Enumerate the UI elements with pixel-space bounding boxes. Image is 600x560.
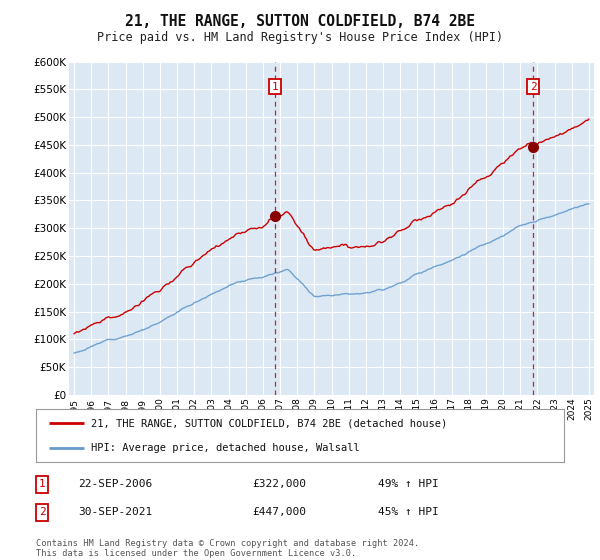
- Text: 45% ↑ HPI: 45% ↑ HPI: [378, 507, 439, 517]
- Text: 21, THE RANGE, SUTTON COLDFIELD, B74 2BE (detached house): 21, THE RANGE, SUTTON COLDFIELD, B74 2BE…: [91, 418, 448, 428]
- Text: 22-SEP-2006: 22-SEP-2006: [78, 479, 152, 489]
- Text: 21, THE RANGE, SUTTON COLDFIELD, B74 2BE: 21, THE RANGE, SUTTON COLDFIELD, B74 2BE: [125, 14, 475, 29]
- Text: 49% ↑ HPI: 49% ↑ HPI: [378, 479, 439, 489]
- Text: £447,000: £447,000: [252, 507, 306, 517]
- Text: 1: 1: [38, 479, 46, 489]
- Text: 1: 1: [272, 82, 278, 92]
- Text: £322,000: £322,000: [252, 479, 306, 489]
- Text: 2: 2: [530, 82, 536, 92]
- Text: 30-SEP-2021: 30-SEP-2021: [78, 507, 152, 517]
- Text: Price paid vs. HM Land Registry's House Price Index (HPI): Price paid vs. HM Land Registry's House …: [97, 31, 503, 44]
- Text: 2: 2: [38, 507, 46, 517]
- Text: HPI: Average price, detached house, Walsall: HPI: Average price, detached house, Wals…: [91, 442, 360, 452]
- Text: Contains HM Land Registry data © Crown copyright and database right 2024.
This d: Contains HM Land Registry data © Crown c…: [36, 539, 419, 558]
